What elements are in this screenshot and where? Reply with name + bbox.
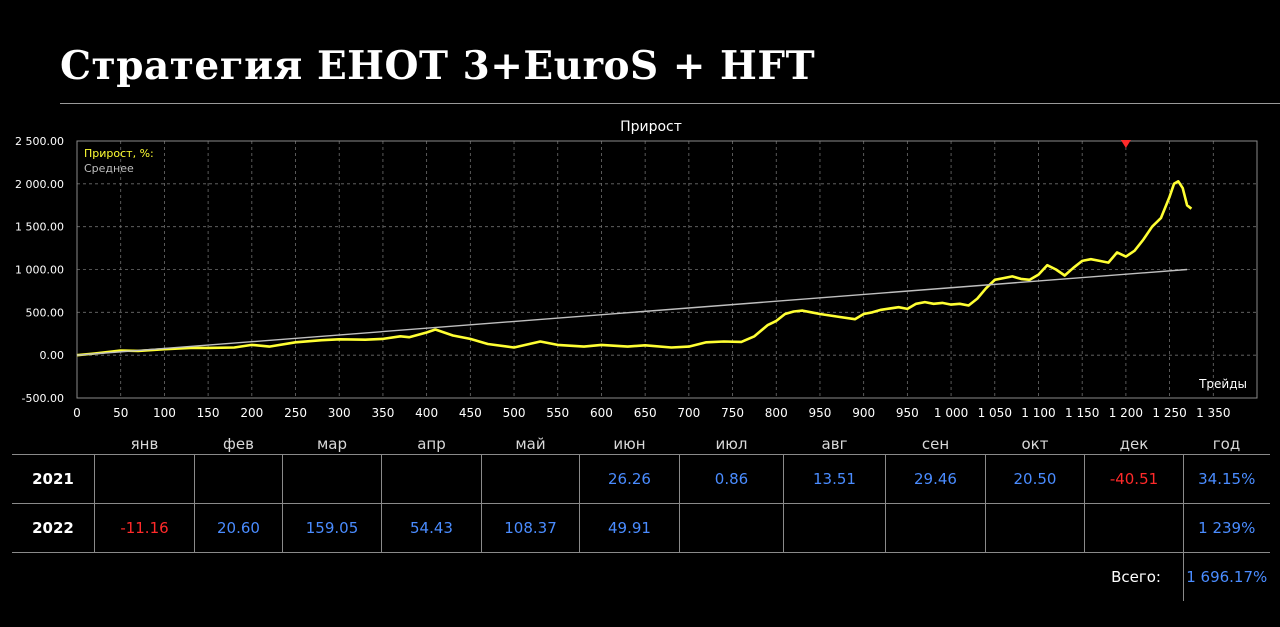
month-header: май (515, 435, 546, 453)
x-tick-label: 100 (153, 406, 176, 420)
value-cell (885, 503, 986, 553)
x-tick-label: 950 (809, 406, 832, 420)
total-row: Всего: 1 696.17% (12, 552, 1270, 601)
title-divider (60, 103, 1280, 104)
average-series-line (76, 268, 1188, 356)
x-tick-label: 600 (590, 406, 613, 420)
table-row: 2021 26.26 0.86 13.51 29.46 20.50 -40.51 34.15% (12, 454, 1270, 504)
value-cell (783, 503, 886, 553)
x-tick-label: 300 (328, 406, 351, 420)
y-tick-label: 2 500.00 (15, 135, 64, 148)
x-tick-label: 1 350 (1196, 406, 1230, 420)
x-tick-label: 0 (73, 406, 81, 420)
y-tick-label: 2 000.00 (15, 178, 64, 191)
value-cell: -40.51 (1084, 454, 1184, 504)
x-tick-label: 700 (677, 406, 700, 420)
month-header: окт (1021, 435, 1049, 453)
growth-chart: -500.00 0.00 500.00 1 000.00 1 500.00 2 000.0… (15, 119, 1258, 420)
x-tick-label: 50 (113, 406, 128, 420)
month-header: янв (130, 435, 159, 453)
value-cell (679, 503, 784, 553)
y-tick-label: 0.00 (40, 349, 65, 362)
month-header: сен (921, 435, 950, 453)
value-cell (94, 454, 195, 504)
legend-average: Среднее (84, 162, 134, 175)
x-tick-label: 450 (459, 406, 482, 420)
value-cell (481, 454, 580, 504)
total-label: Всего: (1111, 568, 1161, 586)
year-cell: 2022 (12, 503, 95, 553)
value-cell: 20.60 (194, 503, 283, 553)
chart-grid (76, 140, 1258, 399)
x-tick-label: 350 (371, 406, 394, 420)
chart-axes: -500.00 0.00 500.00 1 000.00 1 500.00 2 000.0… (15, 135, 1258, 420)
x-tick-label: 400 (415, 406, 438, 420)
chart-legend: Прирост, %: Среднее (84, 147, 154, 175)
monthly-returns-table: янв фев мар апр май июн июл авг сен окт дек год 202… (12, 434, 1270, 601)
y-tick-label: -500.00 (22, 392, 64, 405)
x-tick-label: 1 250 (1152, 406, 1186, 420)
x-tick-label: 1 000 (934, 406, 968, 420)
value-cell: 108.37 (481, 503, 580, 553)
value-cell: 159.05 (282, 503, 382, 553)
x-tick-label: 250 (284, 406, 307, 420)
y-tick-label: 500.00 (26, 306, 65, 319)
value-cell: 29.46 (885, 454, 986, 504)
month-header: фев (223, 435, 254, 453)
x-tick-label: 200 (240, 406, 263, 420)
month-header-row: янв фев мар апр май июн июл авг сен окт дек год (12, 434, 1270, 455)
year-header (12, 434, 95, 455)
value-cell (194, 454, 283, 504)
month-header: год (1212, 435, 1241, 453)
value-cell: 34.15% (1183, 454, 1270, 504)
month-header: апр (417, 435, 446, 453)
x-tick-label: 1 200 (1109, 406, 1143, 420)
value-cell (1084, 503, 1184, 553)
value-cell: 26.26 (579, 454, 680, 504)
x-axis-label: Трейды (1198, 377, 1247, 391)
month-header: июл (715, 435, 748, 453)
value-cell: 0.86 (679, 454, 784, 504)
month-header: мар (316, 435, 348, 453)
value-cell: -11.16 (94, 503, 195, 553)
x-tick-label: 550 (546, 406, 569, 420)
x-tick-label: 950 (896, 406, 919, 420)
x-tick-label: 750 (721, 406, 744, 420)
chart-title: Прирост (620, 119, 682, 135)
legend-growth: Прирост, %: (84, 147, 154, 160)
x-tick-label: 1 150 (1065, 406, 1099, 420)
page-title: Стратегия ЕНОТ 3+EuroS + HFT (60, 43, 816, 89)
month-header: июн (613, 435, 646, 453)
value-cell (381, 454, 482, 504)
value-cell: 1 239% (1183, 503, 1270, 553)
value-cell: 20.50 (985, 454, 1085, 504)
value-cell (985, 503, 1085, 553)
value-cell (282, 454, 382, 504)
chart-series (76, 140, 1193, 357)
y-tick-label: 1 000.00 (15, 264, 64, 277)
x-tick-label: 1 050 (978, 406, 1012, 420)
year-cell: 2021 (12, 454, 95, 504)
month-header: дек (1119, 435, 1149, 453)
value-cell: 13.51 (783, 454, 886, 504)
y-tick-label: 1 500.00 (15, 221, 64, 234)
total-value: 1 696.17% (1183, 552, 1270, 601)
x-tick-label: 500 (503, 406, 526, 420)
x-tick-label: 650 (634, 406, 657, 420)
plot-frame (76, 140, 1258, 399)
value-cell: 49.91 (579, 503, 680, 553)
value-cell: 54.43 (381, 503, 482, 553)
month-header: авг (821, 435, 848, 453)
table-row: 2022 -11.16 20.60 159.05 54.43 108.37 49.91 1 2… (12, 503, 1270, 553)
x-tick-label: 800 (765, 406, 788, 420)
x-tick-label: 900 (852, 406, 875, 420)
growth-series-line (76, 180, 1193, 357)
x-tick-label: 150 (197, 406, 220, 420)
peak-marker (1120, 140, 1131, 148)
x-tick-label: 1 100 (1021, 406, 1055, 420)
